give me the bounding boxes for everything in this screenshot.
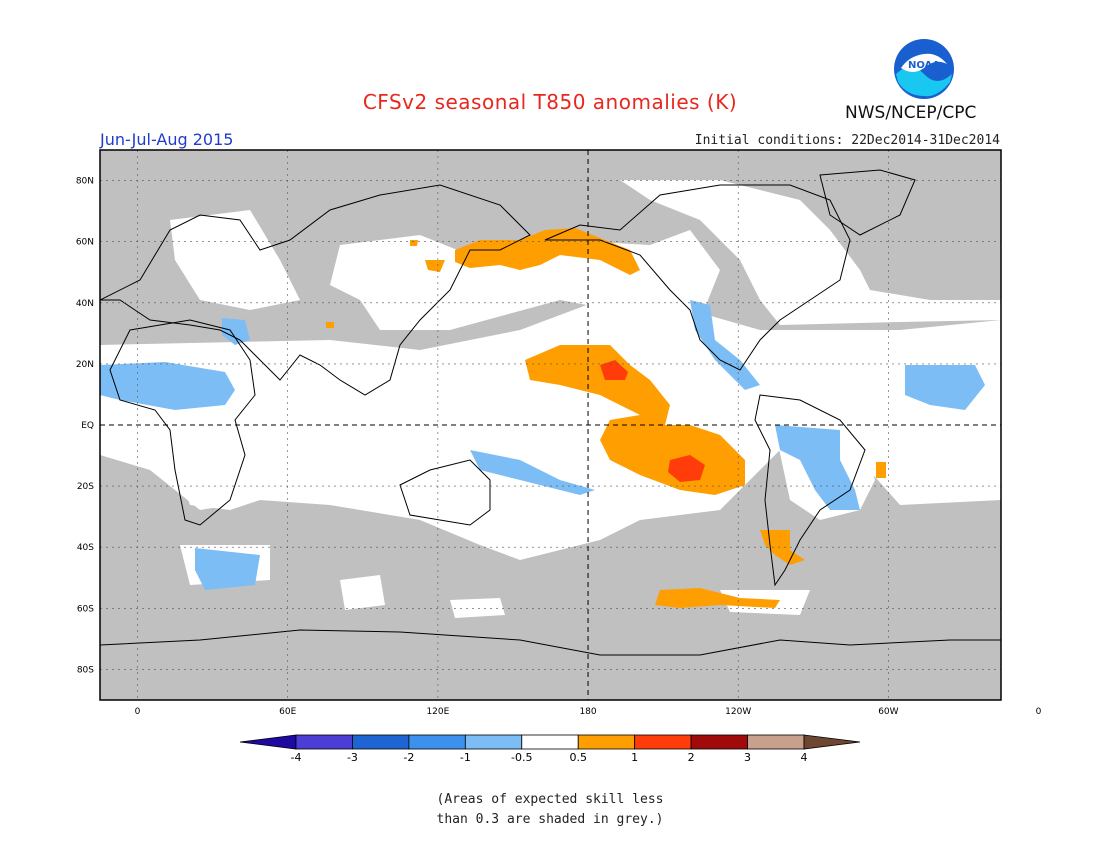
lat-label: 60N <box>76 238 94 248</box>
colorbar-swatch <box>352 734 410 750</box>
lat-label: 40N <box>76 299 94 309</box>
map-frame <box>99 149 1002 701</box>
lon-label: 180 <box>579 707 596 717</box>
lat-label: 80N <box>76 177 94 187</box>
lat-label: EQ <box>81 421 94 431</box>
colorbar-swatch <box>634 734 692 750</box>
noaa-logo-icon: NOAA <box>894 39 954 99</box>
lat-label: 80S <box>77 665 94 675</box>
logo-text: NOAA <box>908 60 940 71</box>
colorbar-swatch <box>577 734 636 750</box>
footnote-line2: than 0.3 are shaded in grey.) <box>436 812 664 827</box>
colorbar-label: 2 <box>688 751 695 764</box>
lat-label: 20N <box>76 360 94 370</box>
longitude-labels: 0 60E 120E 180 120W 60W 0 <box>135 707 1042 717</box>
colorbar-label: 1 <box>631 751 638 764</box>
colorbar-arrow-right <box>803 734 861 750</box>
colorbar-label: 3 <box>744 751 751 764</box>
colorbar-swatch <box>690 734 748 750</box>
colorbar-label: 0.5 <box>569 751 587 764</box>
lon-label: 120E <box>426 707 449 717</box>
colorbar-swatch <box>464 734 523 750</box>
colorbar-label: -4 <box>291 751 302 764</box>
colorbar-swatch <box>747 734 805 750</box>
graticule <box>100 150 1001 700</box>
negative-anomaly-regions <box>100 300 985 590</box>
colorbar-swatch <box>408 734 466 750</box>
footnote-line1: (Areas of expected skill less <box>436 792 664 807</box>
colorbar: -4 -3 -2 -1 -0.5 0.5 1 2 3 4 <box>239 734 861 764</box>
lon-label: 120W <box>725 707 751 717</box>
colorbar-arrow-left <box>239 734 297 750</box>
colorbar-label: -3 <box>347 751 358 764</box>
season-label: Jun-Jul-Aug 2015 <box>100 130 234 149</box>
colorbar-swatch <box>295 734 353 750</box>
colorbar-label: -1 <box>460 751 471 764</box>
latitude-labels: 80N 60N 40N 20N EQ 20S 40S 60S 80S <box>76 177 94 676</box>
lat-label: 20S <box>77 482 94 492</box>
colorbar-label: 4 <box>801 751 808 764</box>
lon-label: 60W <box>878 707 898 717</box>
lat-label: 60S <box>77 604 94 614</box>
colorbar-swatch <box>521 734 579 750</box>
lon-label: 60E <box>279 707 296 717</box>
lat-label: 40S <box>77 543 94 553</box>
lon-label: 0 <box>135 707 141 717</box>
agency-label: NWS/NCEP/CPC <box>845 103 977 123</box>
initial-conditions: Initial conditions: 22Dec2014-31Dec2014 <box>694 133 1000 148</box>
lon-label: 0 <box>1036 707 1042 717</box>
colorbar-label: -2 <box>403 751 414 764</box>
strong-positive-anomaly-regions <box>600 360 705 482</box>
coastlines <box>100 169 1001 656</box>
colorbar-label: -0.5 <box>511 751 532 764</box>
map-title: CFSv2 seasonal T850 anomalies (K) <box>362 90 738 114</box>
